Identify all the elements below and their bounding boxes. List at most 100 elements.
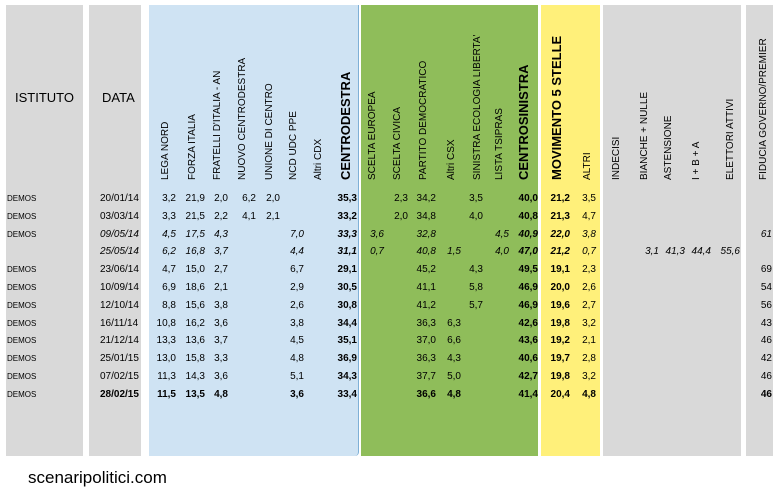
table-row-date: 25/05/14 — [100, 246, 139, 258]
table-row-date: 07/02/15 — [100, 371, 139, 382]
table-cell: 3,2 — [582, 371, 596, 382]
table-cell: 13,6 — [185, 335, 205, 347]
table-cell: 2,7 — [582, 299, 596, 311]
table-cell: 11,5 — [157, 388, 176, 400]
table-cell: 41,3 — [665, 246, 685, 258]
table-cell: 6,7 — [290, 264, 304, 276]
table-cell: 5,1 — [290, 371, 304, 382]
table-row-date: 12/10/14 — [100, 299, 139, 311]
table-cell: 42 — [760, 353, 772, 365]
table-cell: 2,1 — [266, 210, 280, 222]
table-cell: 3,8 — [290, 317, 304, 329]
column-header: FRATELLI D'ITALIA - AN — [212, 70, 223, 180]
column-header: CENTROSINISTRA — [515, 64, 531, 180]
table-cell: 4,0 — [495, 246, 509, 258]
column-header: INDECISI — [611, 136, 622, 180]
table-cell: 0,7 — [582, 246, 596, 258]
other-band — [603, 5, 741, 456]
table-cell: 7,0 — [290, 228, 304, 240]
istituto-band — [6, 5, 83, 456]
table-cell: 33,3 — [337, 228, 357, 240]
table-cell: 34,3 — [337, 371, 357, 382]
table-cell: 4,4 — [290, 246, 304, 258]
table-cell: 2,7 — [214, 264, 228, 276]
table-cell: 40,8 — [518, 210, 538, 222]
table-row-istituto: DEMOS — [7, 229, 37, 239]
table-cell: 42,7 — [518, 371, 538, 382]
table-cell: 22,0 — [550, 228, 570, 240]
table-cell: 33,4 — [337, 388, 357, 400]
m5s-band — [541, 5, 600, 456]
table-row-istituto: DEMOS — [7, 372, 37, 381]
column-header: UNIONE DI CENTRO — [264, 83, 275, 180]
column-header: SINISTRA ECOLOGIA LIBERTA' — [472, 34, 483, 180]
table-cell: 6,2 — [242, 193, 256, 204]
table-cell: 2,6 — [290, 299, 304, 311]
table-cell: 46,9 — [518, 282, 538, 293]
table-cell: 19,7 — [550, 353, 570, 365]
table-cell: 3,5 — [582, 193, 596, 204]
table-cell: 4,3 — [469, 264, 483, 276]
table-cell: 2,9 — [290, 282, 304, 293]
table-cell: 43 — [760, 317, 772, 329]
table-cell: 3,6 — [214, 371, 228, 382]
column-header: FIDUCIA GOVERNO/PREMIER — [758, 38, 769, 180]
table-cell: 3,7 — [214, 335, 228, 347]
table-cell: 35,3 — [337, 193, 357, 204]
table-cell: 13,0 — [156, 353, 176, 365]
table-cell: 40,9 — [518, 228, 538, 240]
table-row-date: 03/03/14 — [100, 210, 139, 222]
table-cell: 5,7 — [469, 299, 483, 311]
table-cell: 19,8 — [550, 317, 570, 329]
table-cell: 46,9 — [518, 299, 538, 311]
table-row-istituto: DEMOS — [7, 265, 37, 275]
table-row-istituto: DEMOS — [7, 389, 37, 399]
table-cell: 3,6 — [290, 388, 304, 400]
table-cell: 46 — [760, 371, 772, 382]
table-row-date: 10/09/14 — [100, 282, 139, 293]
table-cell: 40,0 — [518, 193, 538, 204]
column-header: LEGA NORD — [160, 121, 171, 180]
table-cell: 4,3 — [214, 228, 228, 240]
table-cell: 2,8 — [582, 353, 596, 365]
table-cell: 30,8 — [337, 299, 357, 311]
table-cell: 14,3 — [185, 371, 205, 382]
column-header: I + B + A — [691, 141, 702, 180]
table-cell: 18,6 — [185, 282, 205, 293]
istituto-header: ISTITUTO — [15, 90, 74, 105]
table-cell: 19,1 — [550, 264, 570, 276]
table-cell: 19,2 — [550, 335, 570, 347]
table-cell: 3,3 — [214, 353, 228, 365]
table-row-istituto: DEMOS — [7, 300, 37, 310]
table-cell: 34,4 — [337, 317, 357, 329]
table-cell: 3,6 — [214, 317, 228, 329]
column-header: LISTA TSIPRAS — [494, 108, 505, 180]
column-header: ELETTORI ATTIVI — [725, 98, 736, 180]
table-row-date: 09/05/14 — [100, 228, 139, 240]
table-cell: 4,8 — [290, 353, 304, 365]
table-row-date: 25/01/15 — [100, 353, 139, 365]
table-row-date: 23/06/14 — [100, 264, 139, 276]
table-cell: 21,5 — [185, 210, 205, 222]
column-header: CENTRODESTRA — [337, 71, 353, 180]
table-cell: 37,7 — [416, 371, 436, 382]
table-cell: 37,0 — [416, 335, 436, 347]
table-cell: 19,6 — [550, 299, 570, 311]
table-cell: 56 — [760, 299, 772, 311]
table-row-istituto: DEMOS — [7, 318, 37, 328]
table-cell: 4,5 — [495, 228, 509, 240]
column-header: PARTITO DEMOCRATICO — [418, 60, 429, 180]
table-cell: 49,5 — [518, 264, 538, 276]
table-cell: 4,8 — [214, 388, 228, 400]
table-cell: 4,8 — [582, 388, 596, 400]
table-cell: 36,9 — [337, 353, 357, 365]
table-cell: 3,2 — [582, 317, 596, 329]
table-cell: 8,8 — [162, 299, 176, 311]
table-cell: 32,8 — [416, 228, 436, 240]
table-cell: 16,8 — [185, 246, 205, 258]
table-row-date: 21/12/14 — [100, 335, 139, 347]
table-cell: 3,2 — [162, 193, 176, 204]
column-header: SCELTA EUROPEA — [367, 91, 378, 180]
table-cell: 21,9 — [185, 193, 205, 204]
